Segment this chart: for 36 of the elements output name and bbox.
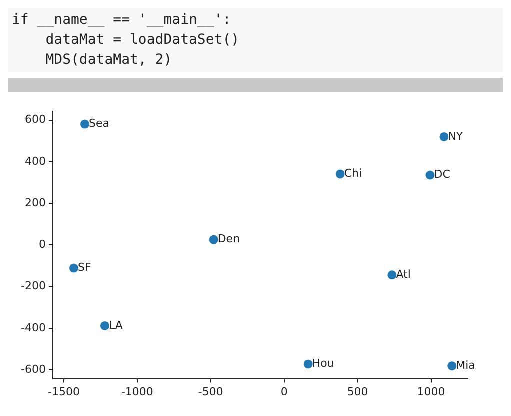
annotation: SF bbox=[78, 261, 92, 274]
annotation: Mia bbox=[456, 358, 476, 372]
point bbox=[336, 170, 345, 179]
y-tick-label: 200 bbox=[24, 196, 46, 210]
point bbox=[80, 120, 90, 129]
y-tick-label: 0 bbox=[38, 238, 46, 252]
point bbox=[69, 264, 78, 273]
x-tick-label: -1000 bbox=[121, 385, 154, 398]
annotation: Atl bbox=[396, 268, 411, 282]
annotation: NY bbox=[448, 130, 464, 143]
point bbox=[426, 170, 435, 180]
x-tick-label: -1500 bbox=[48, 385, 80, 398]
y-tick-label: 400 bbox=[24, 154, 46, 168]
point bbox=[448, 362, 457, 371]
x-tick-label: 0 bbox=[280, 385, 288, 398]
x-tick-label: 500 bbox=[347, 385, 368, 398]
point bbox=[100, 321, 110, 330]
point bbox=[304, 360, 313, 369]
x-tick-label: -500 bbox=[198, 385, 224, 398]
x-tick-label: 1000 bbox=[417, 385, 446, 398]
point bbox=[209, 235, 218, 244]
y-tick-label: 600 bbox=[24, 113, 46, 126]
y-tick-label: -200 bbox=[20, 280, 46, 293]
text: if __name__ == '__main__': bbox=[12, 11, 232, 30]
annotation: Chi bbox=[344, 167, 362, 180]
y-tick-label: -600 bbox=[20, 362, 46, 376]
annotation: LA bbox=[108, 318, 124, 332]
text: MDS(dataMat, 2) bbox=[44, 51, 174, 70]
annotation: Hou bbox=[312, 357, 334, 370]
annotation: Sea bbox=[88, 117, 110, 130]
point bbox=[388, 270, 397, 280]
annotation: DC bbox=[434, 168, 451, 182]
text: dataMat = loadDataSet() bbox=[44, 31, 241, 50]
point bbox=[440, 132, 449, 142]
annotation: Den bbox=[218, 232, 240, 246]
y-tick-label: -400 bbox=[20, 321, 46, 334]
